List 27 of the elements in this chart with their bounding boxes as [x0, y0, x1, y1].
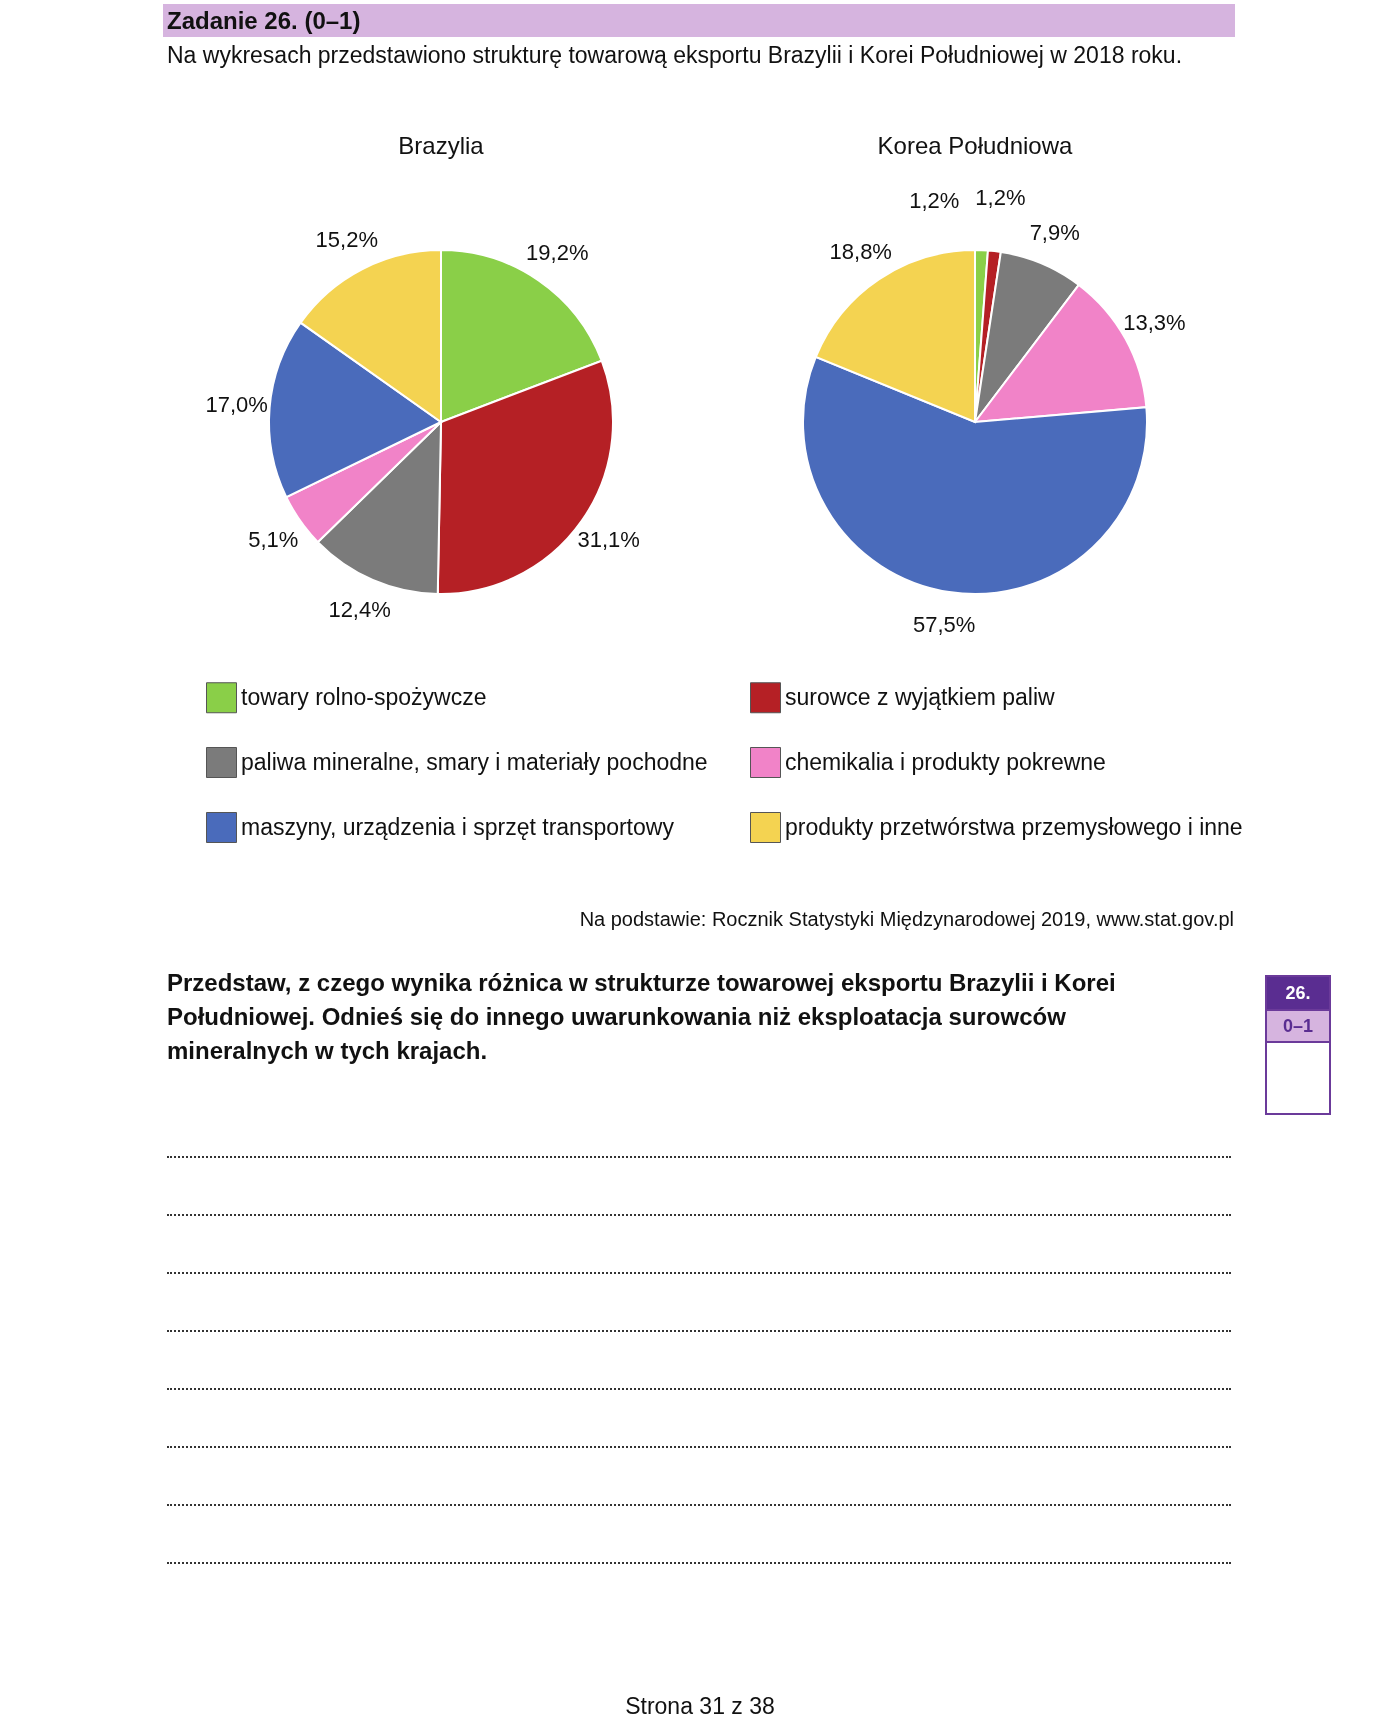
text: Zadanie 26. (0–1) — [163, 4, 1235, 37]
data-label: 31,1% — [577, 526, 640, 552]
data-label: 15,2% — [315, 226, 378, 252]
text: 26. — [1267, 977, 1329, 1009]
legend-label: paliwa mineralne, smary i materiały pochodne — [241, 748, 708, 775]
chart-title: Brazylia — [398, 132, 485, 159]
text: 0–1 — [1267, 1009, 1329, 1043]
legend-label: surowce z wyjątkiem paliw — [785, 683, 1056, 710]
data-label: 1,2% — [909, 187, 960, 213]
legend-label: maszyny, urządzenia i sprzęt transportowy — [241, 813, 675, 840]
data-label: 19,2% — [526, 240, 589, 266]
legend-label: towary rolno-spożywcze — [241, 683, 487, 710]
data-label: 12,4% — [328, 597, 391, 623]
data-label: 17,0% — [205, 392, 268, 418]
data-label: 7,9% — [1029, 220, 1080, 246]
legend-label: produkty przetwórstwa przemysłowego i inne — [785, 813, 1243, 840]
text: Przedstaw, z czego wynika różnica w strukturze towarowej eksportu Brazylii i Korei Południowej. Odnieś się do innego uwarunkowania niż eksploatacja surowców mineralnych w tych krajach. — [167, 968, 1117, 1066]
data-label: 5,1% — [248, 526, 299, 552]
data-label: 18,8% — [829, 238, 892, 264]
chart-title: Korea Południowa — [877, 132, 1074, 159]
text: Na podstawie: Rocznik Statystyki Międzynarodowej 2019, www.stat.gov.pl — [579, 908, 1234, 931]
data-label: 57,5% — [912, 611, 976, 637]
data-label: 1,2% — [975, 185, 1026, 211]
legend-label: chemikalia i produkty pokrewne — [785, 748, 1106, 775]
text: Strona 31 z 38 — [624, 1693, 776, 1717]
data-label: 13,3% — [1123, 309, 1186, 335]
text: Na wykresach przedstawiono strukturę towarową eksportu Brazylii i Korei Południowej w 2018 roku. — [167, 41, 1184, 70]
